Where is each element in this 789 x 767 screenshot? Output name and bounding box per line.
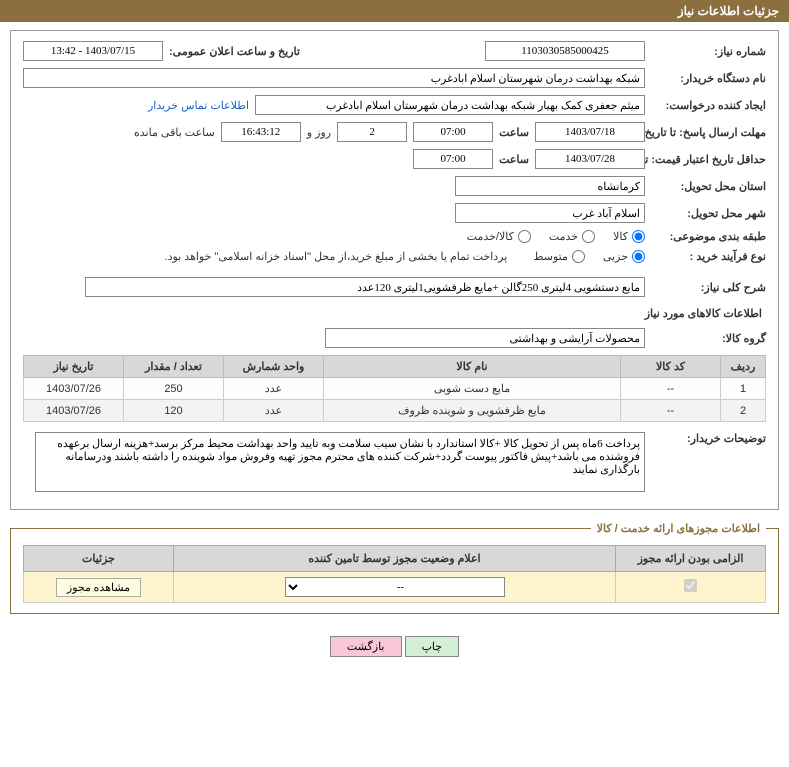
buyer-contact-link[interactable]: اطلاعات تماس خریدار — [148, 99, 249, 112]
action-buttons: چاپ بازگشت — [10, 626, 779, 667]
license-mandatory-cell — [616, 572, 766, 603]
announce-label: تاریخ و ساعت اعلان عمومی: — [169, 45, 300, 58]
buyer-notes-label: توضیحات خریدار: — [651, 432, 766, 445]
cat-goods-label: کالا — [613, 230, 628, 243]
cat-service-label: خدمت — [549, 230, 578, 243]
deadline-date-input[interactable] — [535, 122, 645, 142]
cell-row: 2 — [721, 400, 766, 422]
view-license-button[interactable]: مشاهده مجوز — [56, 578, 141, 597]
validity-time-input[interactable] — [413, 149, 493, 169]
cat-both-label: کالا/خدمت — [467, 230, 514, 243]
days-word: روز و — [307, 126, 331, 139]
cat-both-radio[interactable] — [518, 230, 531, 243]
pt-minor-radio[interactable] — [632, 250, 645, 263]
license-legend: اطلاعات مجوزهای ارائه خدمت / کالا — [591, 522, 766, 535]
th-row: ردیف — [721, 356, 766, 378]
page-title: جزئیات اطلاعات نیاز — [678, 4, 779, 18]
license-fieldset: اطلاعات مجوزهای ارائه خدمت / کالا الزامی… — [10, 522, 779, 614]
lth-mandatory: الزامی بودن ارائه مجوز — [616, 546, 766, 572]
items-table: ردیف کد کالا نام کالا واحد شمارش تعداد /… — [23, 355, 766, 422]
time-label-1: ساعت — [499, 126, 529, 139]
requester-label: ایجاد کننده درخواست: — [651, 99, 766, 112]
cell-unit: عدد — [224, 400, 324, 422]
pt-medium-label: متوسط — [533, 250, 568, 263]
license-table: الزامی بودن ارائه مجوز اعلام وضعیت مجوز … — [23, 545, 766, 603]
lth-details: جزئیات — [24, 546, 174, 572]
cell-row: 1 — [721, 378, 766, 400]
th-name: نام کالا — [324, 356, 621, 378]
cat-goods-radio[interactable] — [632, 230, 645, 243]
pt-minor-label: جزیی — [603, 250, 628, 263]
buyer-org-label: نام دستگاه خریدار: — [651, 72, 766, 85]
th-date: تاریخ نیاز — [24, 356, 124, 378]
city-input[interactable] — [455, 203, 645, 223]
days-remaining-input[interactable] — [337, 122, 407, 142]
print-button[interactable]: چاپ — [405, 636, 460, 657]
cell-date: 1403/07/26 — [24, 400, 124, 422]
cat-service-radio[interactable] — [582, 230, 595, 243]
province-input[interactable] — [455, 176, 645, 196]
main-info-fieldset: شماره نیاز: تاریخ و ساعت اعلان عمومی: نا… — [10, 30, 779, 510]
cell-qty: 250 — [124, 378, 224, 400]
need-no-input[interactable] — [485, 41, 645, 61]
th-code: کد کالا — [621, 356, 721, 378]
purchase-type-label: نوع فرآیند خرید : — [651, 250, 766, 263]
overall-desc-input[interactable] — [85, 277, 645, 297]
th-unit: واحد شمارش — [224, 356, 324, 378]
cell-qty: 120 — [124, 400, 224, 422]
buyer-notes-textarea[interactable] — [35, 432, 645, 492]
province-label: استان محل تحویل: — [651, 180, 766, 193]
license-status-select[interactable]: -- — [285, 577, 505, 597]
announce-input[interactable] — [23, 41, 163, 61]
table-row: 2 -- مایع ظرفشویی و شوینده ظروف عدد 120 … — [24, 400, 766, 422]
category-label: طبقه بندی موضوعی: — [651, 230, 766, 243]
license-status-cell: -- — [174, 572, 616, 603]
license-details-cell: مشاهده مجوز — [24, 572, 174, 603]
validity-label: حداقل تاریخ اعتبار قیمت: تا تاریخ: — [651, 153, 766, 166]
need-no-label: شماره نیاز: — [651, 45, 766, 58]
validity-date-input[interactable] — [535, 149, 645, 169]
cell-code: -- — [621, 378, 721, 400]
pt-medium-radio[interactable] — [572, 250, 585, 263]
cell-unit: عدد — [224, 378, 324, 400]
deadline-time-input[interactable] — [413, 122, 493, 142]
group-label: گروه کالا: — [651, 332, 766, 345]
th-qty: تعداد / مقدار — [124, 356, 224, 378]
back-button[interactable]: بازگشت — [330, 636, 402, 657]
cell-code: -- — [621, 400, 721, 422]
overall-desc-label: شرح کلی نیاز: — [651, 281, 766, 294]
items-heading: اطلاعات کالاهای مورد نیاز — [27, 307, 762, 320]
category-radio-group: کالا خدمت کالا/خدمت — [467, 230, 645, 243]
table-row: 1 -- مایع دست شویی عدد 250 1403/07/26 — [24, 378, 766, 400]
cell-name: مایع ظرفشویی و شوینده ظروف — [324, 400, 621, 422]
cell-name: مایع دست شویی — [324, 378, 621, 400]
city-label: شهر محل تحویل: — [651, 207, 766, 220]
time-remaining-input[interactable] — [221, 122, 301, 142]
requester-input[interactable] — [255, 95, 645, 115]
deadline-reply-label: مهلت ارسال پاسخ: تا تاریخ: — [651, 126, 766, 139]
buyer-org-input[interactable] — [23, 68, 645, 88]
lth-status: اعلام وضعیت مجوز توسط تامین کننده — [174, 546, 616, 572]
cell-date: 1403/07/26 — [24, 378, 124, 400]
time-label-2: ساعت — [499, 153, 529, 166]
purchase-type-group: جزیی متوسط — [533, 250, 645, 263]
license-mandatory-checkbox — [684, 579, 697, 592]
payment-note: پرداخت تمام یا بخشی از مبلغ خرید،از محل … — [165, 250, 508, 263]
page-title-bar: جزئیات اطلاعات نیاز — [0, 0, 789, 22]
group-input[interactable] — [325, 328, 645, 348]
remaining-label: ساعت باقی مانده — [134, 126, 215, 139]
